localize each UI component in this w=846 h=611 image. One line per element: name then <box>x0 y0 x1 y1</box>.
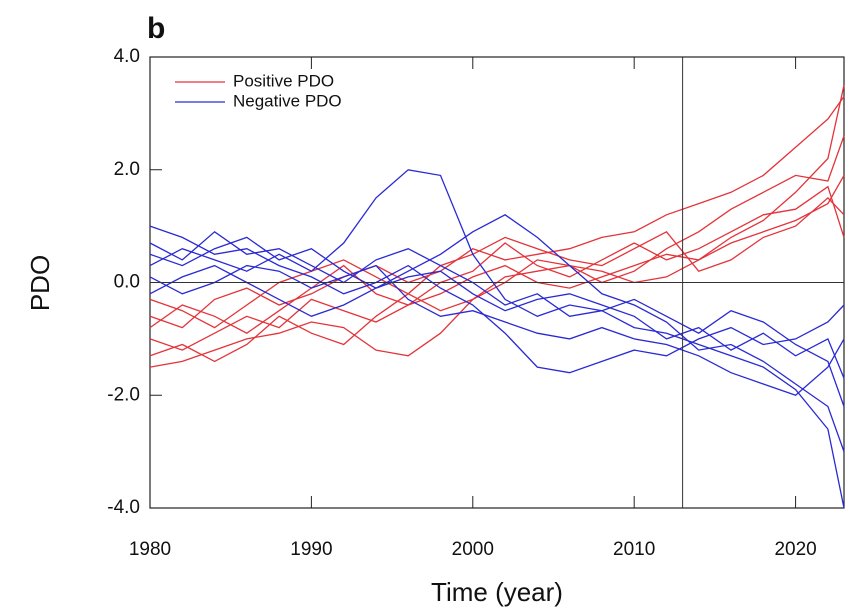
series-line <box>149 197 845 329</box>
legend-label: Positive PDO <box>233 71 334 90</box>
series-line <box>149 214 845 452</box>
y-tick-label: 0.0 <box>114 272 140 293</box>
series-line <box>149 175 845 351</box>
x-axis-label: Time (year) <box>431 577 563 607</box>
x-tick-label: 1990 <box>290 539 332 560</box>
series-line <box>149 264 845 397</box>
series-line <box>149 264 845 379</box>
series-line <box>149 85 845 368</box>
series-line <box>149 96 845 329</box>
panel-label: b <box>147 12 165 45</box>
series-line <box>149 230 845 407</box>
y-tick-label: -2.0 <box>107 384 140 405</box>
legend-label: Negative PDO <box>233 91 342 110</box>
y-tick-label: -4.0 <box>107 497 140 518</box>
y-tick-label: 2.0 <box>114 159 140 180</box>
series-line <box>149 225 845 374</box>
y-tick-label: 4.0 <box>114 46 140 67</box>
x-tick-label: 1980 <box>129 539 171 560</box>
x-tick-label: 2020 <box>774 539 816 560</box>
y-axis-label: PDO <box>25 255 55 311</box>
x-tick-label: 2000 <box>452 539 494 560</box>
series-line <box>149 185 845 334</box>
x-tick-label: 2010 <box>613 539 655 560</box>
